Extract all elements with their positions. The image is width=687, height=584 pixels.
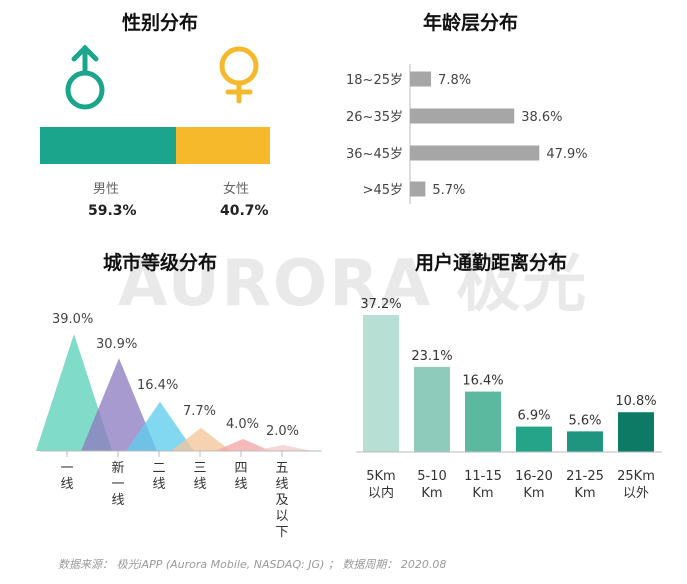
age-chart-title: 年龄层分布 xyxy=(423,12,519,34)
age-value-label: 47.9% xyxy=(546,147,587,162)
female-symbol-icon xyxy=(219,46,259,104)
age-category-label: 26~35岁 xyxy=(346,110,403,125)
watermark-logo: AURORA 极光 xyxy=(118,247,589,321)
city-tier-value-label: 16.4% xyxy=(137,378,178,393)
commute-category-label: 25Km 以外 xyxy=(617,469,655,501)
commute-bar xyxy=(363,315,399,452)
commute-bar xyxy=(414,366,450,452)
commute-bar xyxy=(567,431,603,452)
city-tier-triangle xyxy=(215,439,271,451)
city-tier-category-label: 二线 xyxy=(152,461,165,492)
age-category-label: 36~45岁 xyxy=(346,147,403,162)
commute-chart-title: 用户通勤距离分布 xyxy=(415,252,568,274)
city-tier-category-label: 新一线 xyxy=(111,460,124,508)
commute-value-label: 37.2% xyxy=(360,297,401,312)
age-bar xyxy=(410,71,432,87)
gender-value-male: 59.3% xyxy=(88,203,137,219)
age-bar xyxy=(410,108,515,124)
commute-category-label: 11-15 Km xyxy=(464,469,502,501)
city-tier-triangle xyxy=(253,445,313,451)
gender-label-female: 女性 xyxy=(223,182,250,197)
age-bar xyxy=(410,181,426,197)
age-value-label: 5.7% xyxy=(432,183,465,198)
city-tier-triangle xyxy=(81,358,157,451)
commute-category-label: 5Km 以内 xyxy=(366,469,395,501)
age-value-label: 7.8% xyxy=(438,73,471,88)
commute-bar xyxy=(465,391,501,452)
male-symbol-icon xyxy=(65,44,105,110)
city-tier-value-label: 39.0% xyxy=(52,312,93,327)
city-tier-category-label: 一线 xyxy=(60,461,73,492)
commute-value-label: 23.1% xyxy=(411,349,452,364)
commute-category-label: 21-25 Km xyxy=(566,469,604,501)
city-tier-value-label: 2.0% xyxy=(266,424,299,439)
city-tier-category-label: 五线及以下 xyxy=(275,461,288,540)
city-tier-value-label: 4.0% xyxy=(226,417,259,432)
age-category-label: >45岁 xyxy=(363,183,403,198)
city-tier-category-label: 三线 xyxy=(193,461,206,492)
gender-bar-male xyxy=(40,127,177,164)
commute-category-label: 5-10 Km xyxy=(417,469,447,501)
commute-category-label: 16-20 Km xyxy=(515,469,553,501)
gender-label-male: 男性 xyxy=(93,182,120,197)
gender-value-female: 40.7% xyxy=(220,203,269,219)
age-category-label: 18~25岁 xyxy=(346,73,403,88)
commute-value-label: 16.4% xyxy=(462,374,503,389)
commute-value-label: 6.9% xyxy=(517,409,550,424)
gender-bar xyxy=(40,127,270,164)
city-tier-chart-title: 城市等级分布 xyxy=(103,252,218,274)
data-source-footnote: 数据来源： 极光iAPP (Aurora Mobile, NASDAQ: JG)… xyxy=(58,558,447,571)
city-tier-value-label: 30.9% xyxy=(96,337,137,352)
age-value-label: 38.6% xyxy=(521,110,562,125)
city-tier-value-label: 7.7% xyxy=(183,404,216,419)
city-tier-triangle xyxy=(171,427,231,451)
commute-bar xyxy=(618,412,654,452)
gender-bar-female xyxy=(176,127,270,164)
age-bar xyxy=(410,145,540,161)
city-tier-category-label: 四线 xyxy=(234,461,247,492)
commute-value-label: 10.8% xyxy=(615,394,656,409)
commute-value-label: 5.6% xyxy=(568,413,601,428)
commute-bar xyxy=(516,426,552,452)
city-tier-triangle xyxy=(126,401,194,451)
gender-chart-title: 性别分布 xyxy=(122,12,199,34)
